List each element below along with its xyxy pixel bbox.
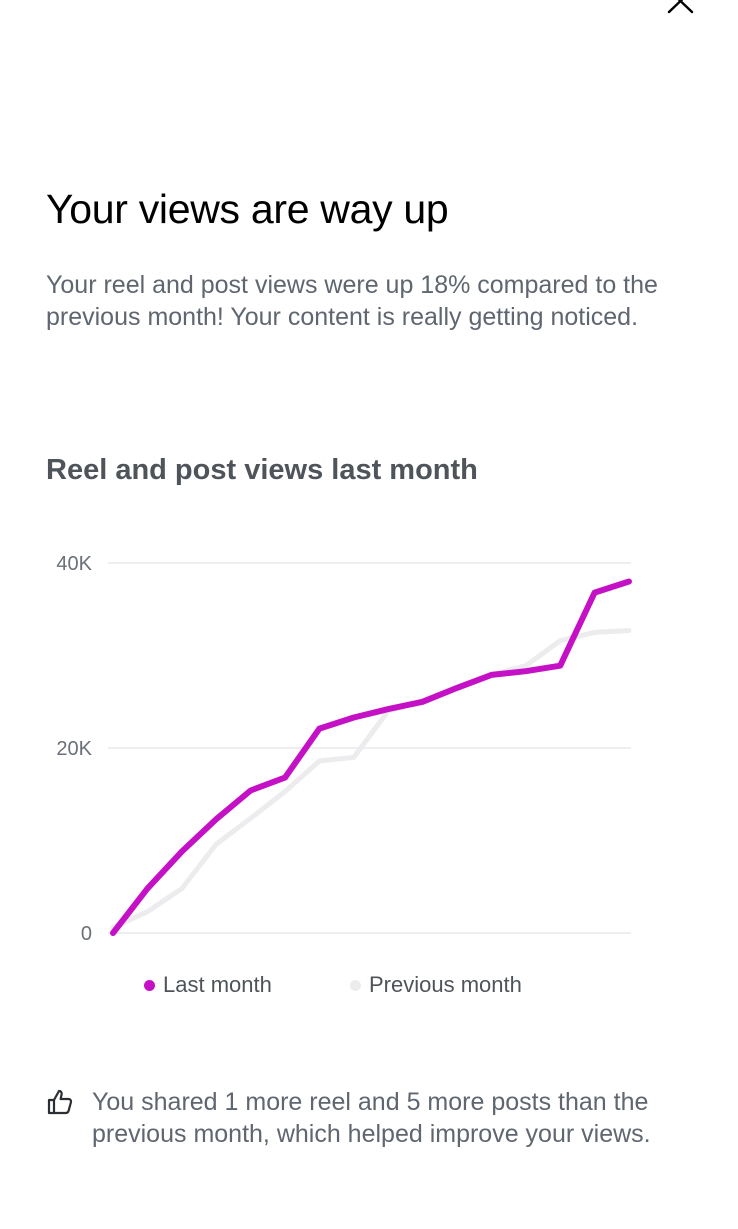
close-button[interactable] xyxy=(660,0,708,20)
close-icon xyxy=(667,0,694,14)
views-line-chart: 0 20K 40K xyxy=(56,553,632,945)
legend-label-previous-month: Previous month xyxy=(369,972,522,997)
y-tick-label: 20K xyxy=(56,738,92,760)
legend-item-previous-month: Previous month xyxy=(350,970,522,1000)
y-tick-label: 40K xyxy=(56,553,92,575)
thumbs-up-icon xyxy=(47,1089,73,1115)
legend-dot-last-month xyxy=(144,979,155,991)
legend-dot-previous-month xyxy=(350,979,361,991)
headline: Your views are way up xyxy=(46,186,449,232)
series-line-last-month xyxy=(110,578,632,936)
chart-title: Reel and post views last month xyxy=(46,454,478,486)
insight-text: You shared 1 more reel and 5 more posts … xyxy=(92,1088,651,1148)
description: Your reel and post views were up 18% com… xyxy=(46,271,658,331)
y-tick-label: 0 xyxy=(81,923,92,945)
legend-item-last-month: Last month xyxy=(144,970,272,1000)
insight-row: You shared 1 more reel and 5 more posts … xyxy=(46,1086,706,1150)
series-line-previous-month xyxy=(110,628,632,930)
legend-label-last-month: Last month xyxy=(163,972,272,997)
